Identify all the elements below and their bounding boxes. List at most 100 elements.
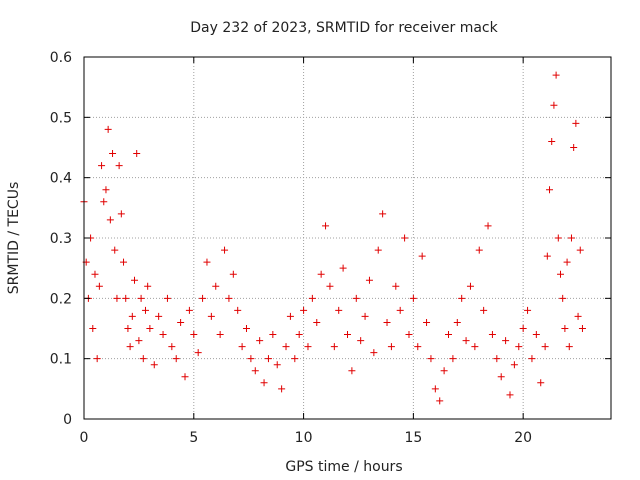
- data-point: [100, 198, 108, 206]
- data-point: [300, 306, 308, 314]
- axis-ticks: 0 0.1 0.2 0.3 0.4 0.5 0.6 0 5 10 15 20: [50, 50, 611, 446]
- data-point: [335, 306, 343, 314]
- data-point: [242, 325, 250, 332]
- x-tick-label: 0: [80, 430, 89, 446]
- data-point: [484, 222, 492, 230]
- data-point: [295, 331, 303, 339]
- data-point: [414, 343, 422, 351]
- y-tick-label: 0.2: [50, 291, 72, 307]
- data-point: [282, 343, 290, 351]
- y-tick-label: 0.5: [50, 110, 72, 126]
- data-point: [572, 119, 580, 127]
- data-point: [418, 252, 426, 260]
- data-point: [554, 234, 562, 242]
- data-point: [190, 331, 198, 339]
- data-point: [383, 318, 391, 326]
- data-point: [131, 276, 139, 284]
- data-point: [449, 355, 457, 363]
- data-point: [541, 343, 549, 351]
- y-tick-label: 0.6: [50, 50, 72, 66]
- x-tick-label: 5: [189, 430, 198, 446]
- data-point: [561, 325, 569, 332]
- data-point: [565, 343, 573, 351]
- data-point: [120, 258, 128, 266]
- data-point: [113, 294, 121, 302]
- data-point: [150, 361, 158, 369]
- y-tick-label: 0.3: [50, 231, 72, 247]
- data-point: [528, 355, 536, 363]
- data-point: [556, 270, 564, 278]
- data-point: [357, 337, 365, 345]
- data-point: [115, 162, 123, 170]
- data-point: [144, 282, 152, 290]
- x-tick-label: 15: [404, 430, 422, 446]
- data-point: [126, 343, 134, 351]
- chart-title: Day 232 of 2023, SRMTID for receiver mac…: [190, 20, 498, 36]
- y-axis-label: SRMTID / TECUs: [6, 182, 22, 295]
- data-point: [247, 355, 255, 363]
- data-point: [106, 216, 114, 224]
- data-point: [177, 318, 185, 326]
- data-point: [278, 385, 286, 393]
- data-point: [453, 318, 461, 326]
- data-point: [574, 312, 582, 320]
- data-point: [313, 318, 321, 326]
- data-point: [163, 294, 171, 302]
- data-point: [563, 258, 571, 266]
- x-axis-label: GPS time / hours: [285, 459, 402, 475]
- data-point: [95, 282, 103, 290]
- data-point: [102, 186, 110, 194]
- data-point: [471, 343, 479, 351]
- data-point: [466, 282, 474, 290]
- data-point: [291, 355, 299, 363]
- data-point: [361, 312, 369, 320]
- data-point: [117, 210, 125, 218]
- data-point: [431, 385, 439, 393]
- data-point: [89, 325, 97, 332]
- data-point: [374, 246, 382, 254]
- data-point: [234, 306, 242, 314]
- data-point: [370, 349, 378, 357]
- data-point: [396, 306, 404, 314]
- data-point: [207, 312, 215, 320]
- data-point: [111, 246, 119, 254]
- data-point: [524, 306, 532, 314]
- data-point: [128, 312, 136, 320]
- data-point: [552, 71, 560, 79]
- data-point: [578, 325, 586, 332]
- data-point: [493, 355, 501, 363]
- data-point: [221, 246, 229, 254]
- data-point: [506, 391, 514, 399]
- data-point: [543, 252, 551, 260]
- data-point: [436, 397, 444, 405]
- data-point: [462, 337, 470, 345]
- data-point: [172, 355, 180, 363]
- data-point: [502, 337, 510, 345]
- data-point: [317, 270, 325, 278]
- data-point: [216, 331, 224, 339]
- data-point: [225, 294, 233, 302]
- data-point: [256, 337, 264, 345]
- data-point: [264, 355, 272, 363]
- data-point: [423, 318, 431, 326]
- x-tick-label: 20: [514, 430, 532, 446]
- y-tick-label: 0.1: [50, 352, 72, 368]
- data-point: [576, 246, 584, 254]
- y-tick-label: 0: [63, 412, 72, 428]
- data-point: [139, 355, 147, 363]
- data-point: [304, 343, 312, 351]
- data-point: [168, 343, 176, 351]
- data-point: [269, 331, 277, 339]
- data-point: [122, 294, 130, 302]
- data-point: [567, 234, 575, 242]
- data-point: [146, 325, 154, 332]
- data-point: [135, 337, 143, 345]
- data-point: [229, 270, 237, 278]
- data-point: [480, 306, 488, 314]
- data-point: [348, 367, 356, 375]
- data-points: [80, 71, 586, 405]
- data-point: [181, 373, 189, 381]
- data-point: [238, 343, 246, 351]
- data-point: [185, 306, 193, 314]
- data-point: [475, 246, 483, 254]
